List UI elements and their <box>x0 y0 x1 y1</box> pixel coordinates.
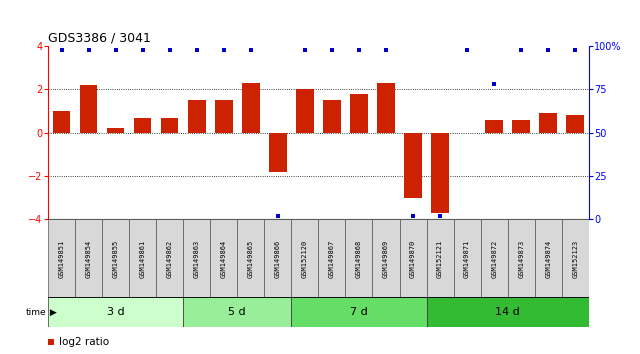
Text: GSM149855: GSM149855 <box>113 239 118 278</box>
Bar <box>562 219 589 297</box>
Bar <box>291 219 319 297</box>
Text: time: time <box>26 308 47 317</box>
Text: GSM149871: GSM149871 <box>464 239 470 278</box>
Text: GSM149862: GSM149862 <box>166 239 173 278</box>
Bar <box>156 219 183 297</box>
Bar <box>80 85 97 133</box>
Bar <box>372 219 399 297</box>
Bar <box>513 120 530 133</box>
Bar <box>183 219 211 297</box>
Text: GSM152121: GSM152121 <box>437 239 443 278</box>
Bar <box>52 111 70 133</box>
Bar <box>237 219 264 297</box>
Text: GSM149854: GSM149854 <box>86 239 92 278</box>
Bar <box>454 219 481 297</box>
Bar <box>129 219 156 297</box>
Text: log2 ratio: log2 ratio <box>59 337 109 347</box>
Text: GSM152123: GSM152123 <box>572 239 579 278</box>
Bar <box>319 219 346 297</box>
Text: GSM149868: GSM149868 <box>356 239 362 278</box>
Bar <box>107 129 124 133</box>
Bar <box>540 113 557 133</box>
Bar <box>481 219 508 297</box>
Bar <box>161 118 179 133</box>
Bar <box>535 219 562 297</box>
Text: GSM149867: GSM149867 <box>329 239 335 278</box>
Bar <box>102 219 129 297</box>
Text: GSM149869: GSM149869 <box>383 239 389 278</box>
Bar <box>346 219 372 297</box>
Text: 14 d: 14 d <box>495 307 520 318</box>
Bar <box>291 297 427 327</box>
Text: GSM149866: GSM149866 <box>275 239 281 278</box>
Bar <box>211 219 237 297</box>
Bar <box>399 219 427 297</box>
Bar <box>566 115 584 133</box>
Bar <box>427 297 589 327</box>
Text: ▶: ▶ <box>47 308 57 317</box>
Text: GDS3386 / 3041: GDS3386 / 3041 <box>48 31 151 44</box>
Bar <box>183 297 291 327</box>
Text: GSM149874: GSM149874 <box>545 239 551 278</box>
Text: GSM149873: GSM149873 <box>518 239 524 278</box>
Bar <box>485 120 503 133</box>
Bar <box>404 133 422 198</box>
Bar <box>48 219 75 297</box>
Bar <box>215 100 232 133</box>
Bar <box>427 219 454 297</box>
Bar <box>75 219 102 297</box>
Bar <box>508 219 535 297</box>
Text: GSM149851: GSM149851 <box>58 239 65 278</box>
Bar <box>242 83 260 133</box>
Bar <box>431 133 449 213</box>
Text: 3 d: 3 d <box>107 307 124 318</box>
Bar <box>296 89 314 133</box>
Bar <box>323 100 340 133</box>
Text: GSM149865: GSM149865 <box>248 239 254 278</box>
Text: GSM149872: GSM149872 <box>491 239 497 278</box>
Bar <box>264 219 291 297</box>
Bar <box>377 83 395 133</box>
Text: GSM149861: GSM149861 <box>140 239 146 278</box>
Bar <box>269 133 287 172</box>
Text: GSM149864: GSM149864 <box>221 239 227 278</box>
Text: GSM149870: GSM149870 <box>410 239 416 278</box>
Bar <box>48 297 183 327</box>
Text: GSM152120: GSM152120 <box>302 239 308 278</box>
Bar <box>134 118 152 133</box>
Text: 7 d: 7 d <box>350 307 368 318</box>
Text: GSM149863: GSM149863 <box>194 239 200 278</box>
Bar <box>188 100 205 133</box>
Text: 5 d: 5 d <box>228 307 246 318</box>
Bar <box>350 94 368 133</box>
